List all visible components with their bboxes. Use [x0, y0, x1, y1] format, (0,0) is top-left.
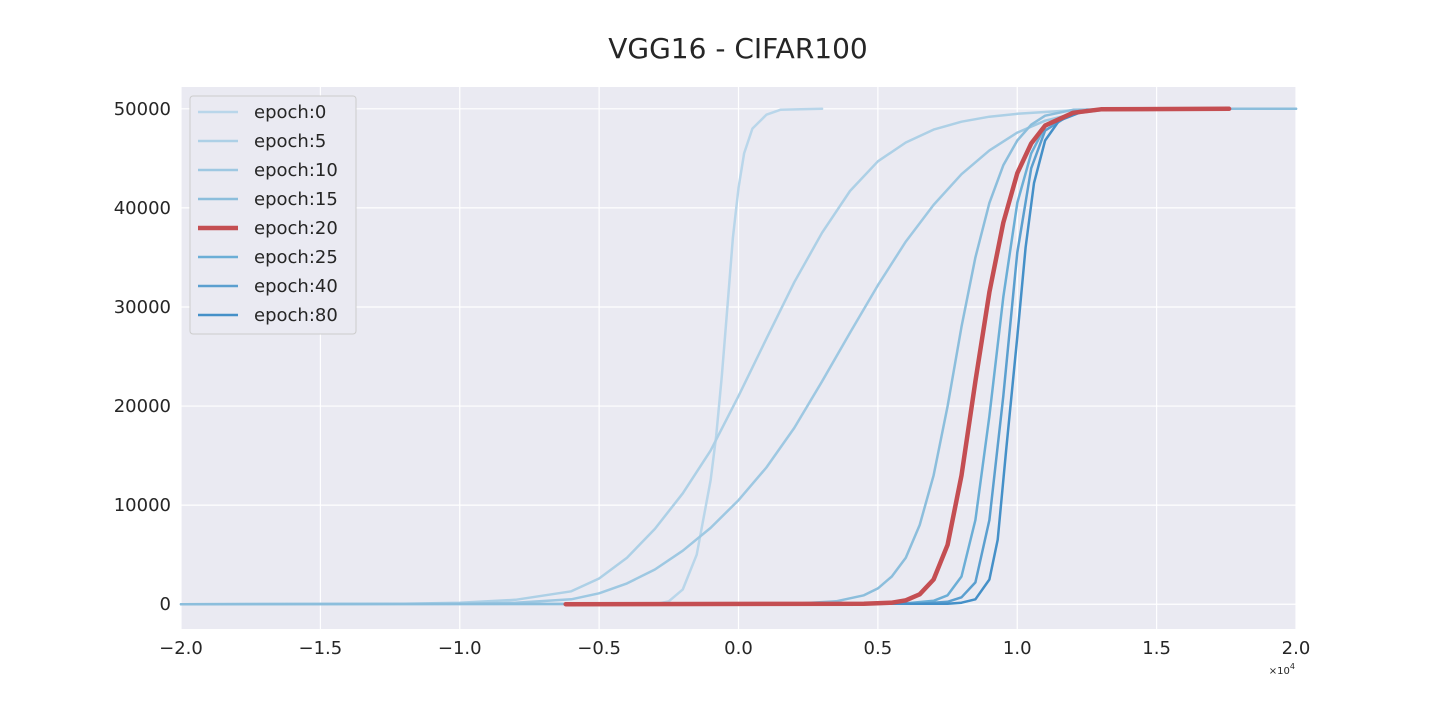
series-line-epoch-0 [179, 107, 824, 606]
legend-label: epoch:25 [254, 247, 338, 268]
x-tick-label: −2.0 [159, 638, 203, 659]
x-tick-label: 2.0 [1282, 638, 1311, 659]
legend-box [189, 95, 357, 335]
series-line-epoch-20 [563, 106, 1232, 607]
legend: epoch:0 epoch:5 epoch:10 epoch:15 epoch:20 ep… [189, 95, 357, 335]
legend-label: epoch:15 [254, 189, 338, 210]
x-offset-label: ×104 [1269, 662, 1295, 677]
legend-label: epoch:0 [254, 102, 326, 123]
x-tick-label: 1.0 [1003, 638, 1032, 659]
y-tick-label: 0 [160, 594, 171, 615]
y-tick-label: 50000 [114, 99, 171, 120]
x-tick-label: −1.5 [299, 638, 343, 659]
y-tick-labels: 0 10000 20000 30000 40000 50000 [114, 99, 171, 615]
x-tick-label: −0.5 [577, 638, 621, 659]
x-tick-label: −1.0 [438, 638, 482, 659]
series-line-epoch-5 [179, 107, 1298, 606]
chart-title: VGG16 - CIFAR100 [608, 32, 867, 65]
legend-label: epoch:20 [254, 218, 338, 239]
legend-label: epoch:10 [254, 160, 338, 181]
legend-label: epoch:5 [254, 131, 326, 152]
legend-label: epoch:40 [254, 276, 338, 297]
x-tick-label: 0.5 [864, 638, 893, 659]
series-lines [179, 106, 1298, 607]
x-tick-labels: −2.0 −1.5 −1.0 −0.5 0.0 0.5 1.0 1.5 2.0 [159, 638, 1310, 659]
x-tick-label: 1.5 [1142, 638, 1171, 659]
series-line-epoch-15 [179, 107, 1298, 606]
legend-label: epoch:80 [254, 305, 338, 326]
y-tick-label: 10000 [114, 495, 171, 516]
y-tick-label: 20000 [114, 396, 171, 417]
y-tick-label: 40000 [114, 198, 171, 219]
series-line-epoch-10 [179, 107, 1298, 606]
y-tick-label: 30000 [114, 297, 171, 318]
x-tick-label: 0.0 [724, 638, 753, 659]
series-line-epoch-80 [611, 107, 1228, 606]
